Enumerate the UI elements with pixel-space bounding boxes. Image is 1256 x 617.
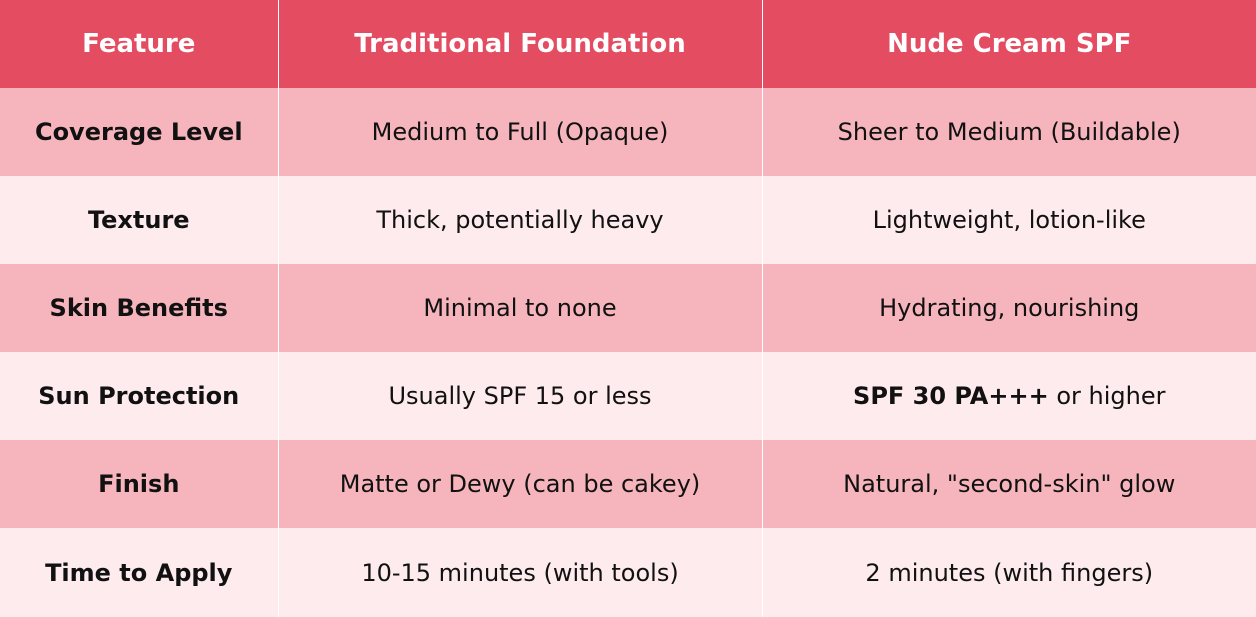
traditional-cell: Usually SPF 15 or less: [278, 352, 763, 440]
traditional-cell: Thick, potentially heavy: [278, 176, 763, 264]
nude-cream-cell: Hydrating, nourishing: [762, 264, 1256, 352]
table-row: Time to Apply 10-15 minutes (with tools)…: [0, 528, 1256, 617]
nude-cream-cell: Natural, "second-skin" glow: [762, 440, 1256, 528]
spf-rating-suffix: or higher: [1048, 382, 1166, 410]
traditional-cell: Medium to Full (Opaque): [278, 88, 763, 176]
feature-cell: Sun Protection: [0, 352, 279, 440]
feature-cell: Time to Apply: [0, 528, 279, 617]
nude-cream-cell: 2 minutes (with fingers): [762, 528, 1256, 617]
feature-cell: Texture: [0, 176, 279, 264]
table-header-row: Feature Traditional Foundation Nude Crea…: [0, 0, 1256, 88]
traditional-cell: 10-15 minutes (with tools): [278, 528, 763, 617]
nude-cream-cell: Lightweight, lotion-like: [762, 176, 1256, 264]
nude-cream-cell: SPF 30 PA+++ or higher: [762, 352, 1256, 440]
feature-cell: Skin Benefits: [0, 264, 279, 352]
header-traditional-foundation: Traditional Foundation: [278, 0, 763, 88]
feature-cell: Finish: [0, 440, 279, 528]
header-nude-cream-spf: Nude Cream SPF: [762, 0, 1256, 88]
table-row: Skin Benefits Minimal to none Hydrating,…: [0, 264, 1256, 352]
table-row: Sun Protection Usually SPF 15 or less SP…: [0, 352, 1256, 440]
traditional-cell: Minimal to none: [278, 264, 763, 352]
feature-cell: Coverage Level: [0, 88, 279, 176]
nude-cream-cell: Sheer to Medium (Buildable): [762, 88, 1256, 176]
traditional-cell: Matte or Dewy (can be cakey): [278, 440, 763, 528]
table-row: Texture Thick, potentially heavy Lightwe…: [0, 176, 1256, 264]
table-row: Coverage Level Medium to Full (Opaque) S…: [0, 88, 1256, 176]
table-row: Finish Matte or Dewy (can be cakey) Natu…: [0, 440, 1256, 528]
header-feature: Feature: [0, 0, 279, 88]
spf-rating-text: SPF 30 PA+++: [853, 382, 1049, 410]
